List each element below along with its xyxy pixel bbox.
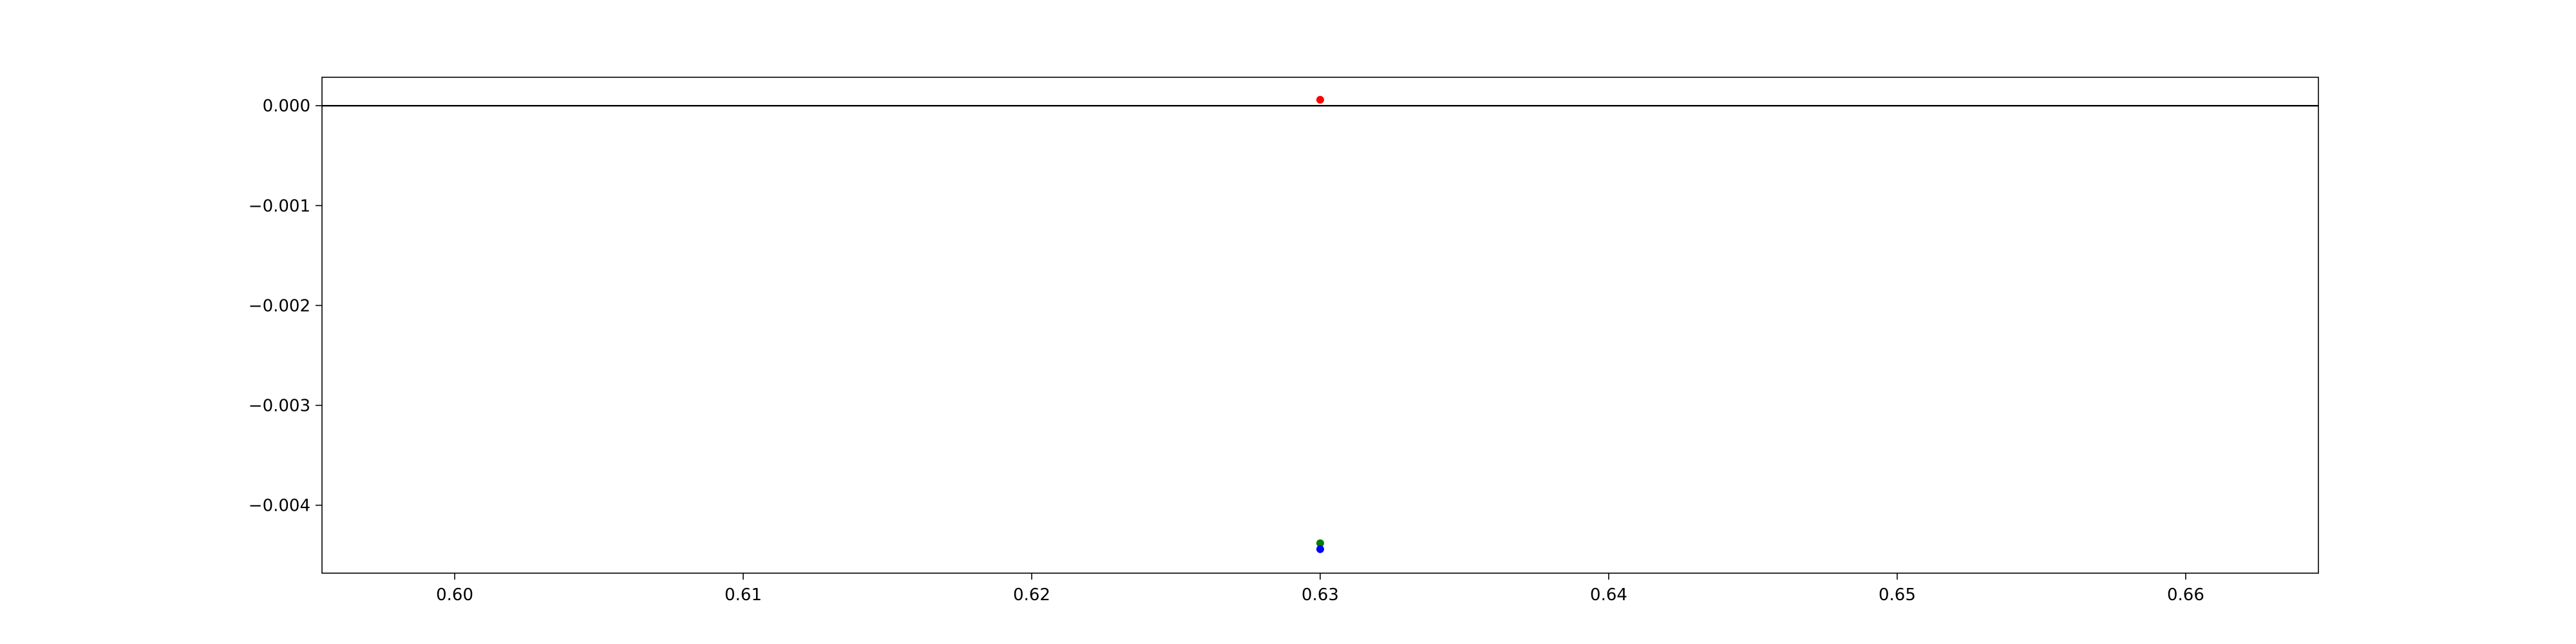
- x-tick-label: 0.65: [1879, 585, 1916, 605]
- data-point: [1316, 539, 1324, 547]
- x-axis: 0.60 0.61 0.62 0.63 0.64 0.65 0.66: [436, 573, 2204, 605]
- x-tick-label: 0.61: [724, 585, 762, 605]
- y-tick-label: 0.000: [263, 97, 310, 116]
- data-point: [1316, 95, 1324, 104]
- x-tick-label: 0.66: [2167, 585, 2204, 605]
- plot-area: [322, 77, 2318, 573]
- data-points-layer: [1316, 95, 1324, 553]
- y-axis: 0.000 −0.001 −0.002 −0.003 −0.004: [249, 97, 322, 516]
- y-tick-label: −0.002: [249, 296, 310, 316]
- x-tick-label: 0.60: [436, 585, 473, 605]
- x-tick-label: 0.62: [1013, 585, 1050, 605]
- y-tick-label: −0.004: [249, 497, 310, 516]
- x-tick-label: 0.64: [1590, 585, 1627, 605]
- y-tick-label: −0.003: [249, 396, 310, 415]
- y-tick-label: −0.001: [249, 196, 310, 216]
- x-tick-label: 0.63: [1302, 585, 1339, 605]
- data-point: [1316, 545, 1324, 553]
